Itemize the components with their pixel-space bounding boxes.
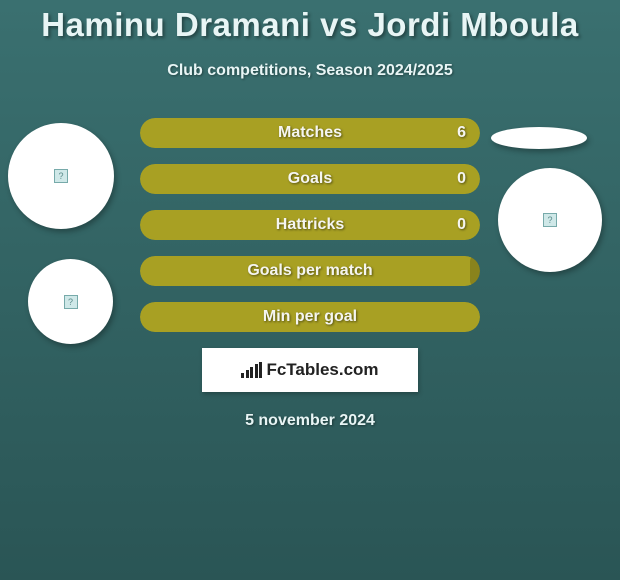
stat-label: Goals: [288, 170, 332, 188]
chart-icon: [241, 362, 262, 378]
footer-logo-text: FcTables.com: [266, 360, 378, 380]
stat-value: 0: [457, 170, 466, 188]
stats-container: Matches 6 Goals 0 Hattricks 0 Goals per match M…: [140, 118, 480, 332]
stat-label: Goals per match: [247, 262, 372, 280]
stat-row: Goals 0: [140, 164, 480, 194]
footer-logo: FcTables.com: [202, 348, 418, 392]
player-badge: ?: [8, 123, 114, 229]
footer-date: 5 november 2024: [0, 412, 620, 430]
placeholder-image-icon: ?: [64, 295, 78, 309]
placeholder-image-icon: ?: [54, 169, 68, 183]
stat-value: 0: [457, 216, 466, 234]
placeholder-image-icon: ?: [543, 213, 557, 227]
page-subtitle: Club competitions, Season 2024/2025: [0, 62, 620, 80]
stat-bar-partial: [470, 256, 480, 286]
page-title: Haminu Dramani vs Jordi Mboula: [0, 0, 620, 44]
player-badge: [491, 127, 587, 149]
stat-label: Hattricks: [276, 216, 344, 234]
stat-label: Min per goal: [263, 308, 357, 326]
player-badge: ?: [498, 168, 602, 272]
stat-label: Matches: [278, 124, 342, 142]
stat-row: Min per goal: [140, 302, 480, 332]
stat-row: Matches 6: [140, 118, 480, 148]
stat-row: Hattricks 0: [140, 210, 480, 240]
player-badge: ?: [28, 259, 113, 344]
stat-value: 6: [457, 124, 466, 142]
stat-row: Goals per match: [140, 256, 480, 286]
